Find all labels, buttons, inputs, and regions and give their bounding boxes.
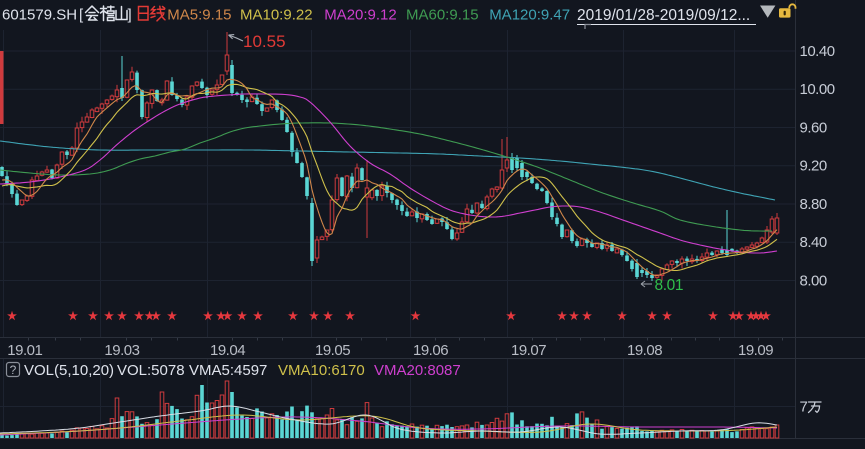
svg-text:[: [ [79, 7, 84, 24]
svg-text:8.01: 8.01 [655, 277, 684, 294]
svg-text:19.03: 19.03 [104, 342, 139, 359]
svg-text:MA5:9.15: MA5:9.15 [167, 7, 231, 24]
svg-text:8.00: 8.00 [800, 272, 827, 289]
svg-text:10.40: 10.40 [800, 43, 835, 60]
svg-text:MA120:9.47: MA120:9.47 [489, 7, 570, 24]
svg-text:19.01: 19.01 [7, 342, 42, 359]
svg-text:2019/01/28-2019/09/12...: 2019/01/28-2019/09/12... [577, 7, 750, 24]
svg-text:VOL:5078: VOL:5078 [117, 362, 185, 379]
svg-text:?: ? [10, 363, 17, 377]
svg-text:19.05: 19.05 [315, 342, 350, 359]
svg-text:9.60: 9.60 [800, 119, 827, 136]
svg-text:19.04: 19.04 [210, 342, 245, 359]
svg-text:VMA5:4597: VMA5:4597 [189, 362, 267, 379]
svg-text:10.55: 10.55 [243, 32, 286, 51]
svg-text:8.40: 8.40 [800, 234, 827, 251]
svg-text:19.06: 19.06 [413, 342, 448, 359]
svg-text:19.08: 19.08 [627, 342, 662, 359]
svg-text:MA60:9.15: MA60:9.15 [406, 7, 479, 24]
svg-text:MA10:9.22: MA10:9.22 [240, 7, 313, 24]
svg-text:VMA10:6170: VMA10:6170 [278, 362, 365, 379]
svg-text:9.20: 9.20 [800, 158, 827, 175]
svg-text:]: ] [128, 7, 132, 24]
svg-text:8.80: 8.80 [800, 196, 827, 213]
svg-text:7: 7 [800, 398, 808, 415]
svg-text:VOL(5,10,20): VOL(5,10,20) [24, 362, 114, 379]
svg-text:601579.SH: 601579.SH [2, 7, 77, 24]
svg-text:MA20:9.12: MA20:9.12 [324, 7, 397, 24]
svg-text:19.07: 19.07 [511, 342, 546, 359]
svg-text:19.09: 19.09 [738, 342, 773, 359]
svg-text:VMA20:8087: VMA20:8087 [374, 362, 461, 379]
svg-text:10.00: 10.00 [800, 81, 835, 98]
